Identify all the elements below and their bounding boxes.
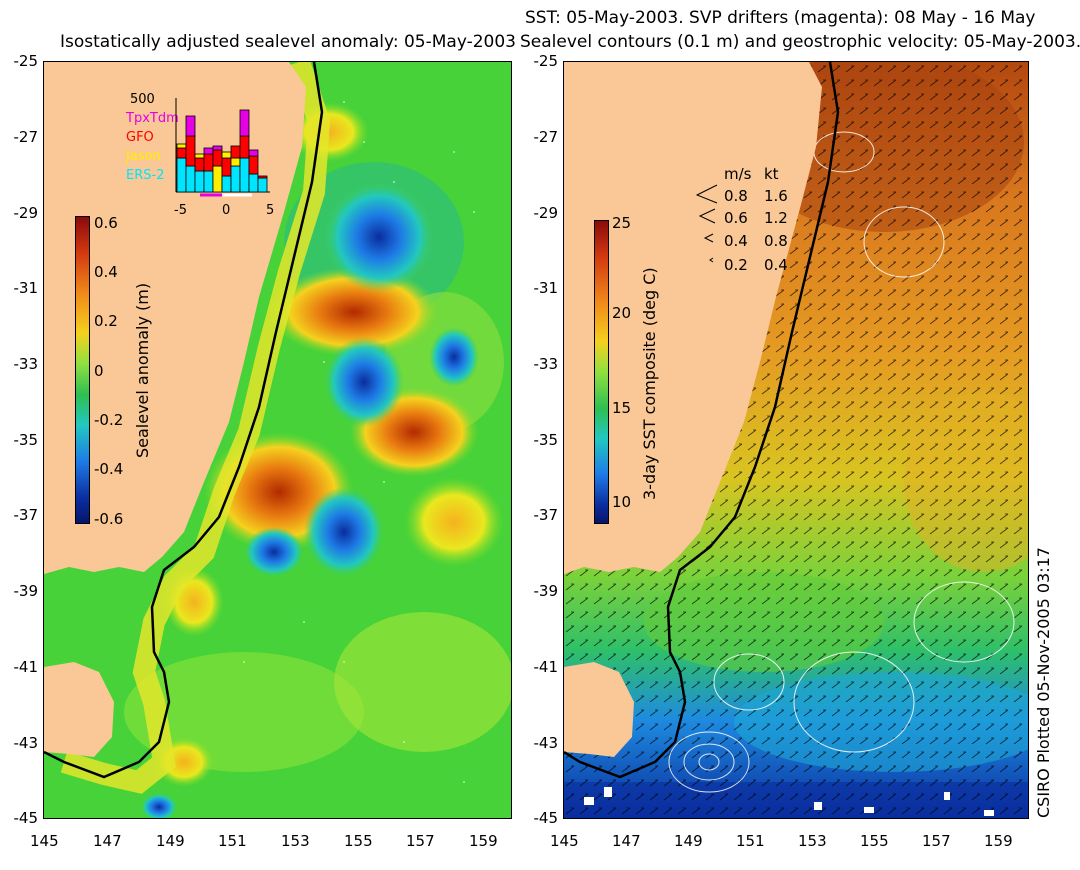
lon-tick: 149 (156, 832, 185, 850)
sealevel-colorbar-tick: 0.4 (94, 263, 118, 281)
right-panel-title-line2: Sealevel contours (0.1 m) and geostrophi… (520, 32, 1080, 52)
lon-tick: 157 (406, 832, 435, 850)
sealevel-colorbar-label: Sealevel anomaly (m) (133, 282, 152, 458)
sst-colorbar (594, 220, 609, 524)
lon-tick: 153 (281, 832, 310, 850)
histogram-legend-ers2: ERS-2 (126, 168, 165, 183)
lat-tick: -31 (533, 279, 559, 297)
sealevel-anomaly-map (43, 61, 512, 819)
histogram-xtick: 5 (266, 203, 275, 218)
sst-colorbar-tick: 20 (612, 304, 632, 322)
lon-tick: 159 (469, 832, 498, 850)
lon-tick: 153 (798, 832, 827, 850)
sst-colorbar-tick: 25 (612, 214, 632, 232)
lat-tick: -25 (533, 52, 559, 70)
lon-tick: 151 (736, 832, 765, 850)
lat-tick: -29 (533, 204, 559, 222)
lat-tick: -45 (13, 809, 39, 827)
speed-legend-ms: 0.8 (724, 187, 748, 205)
speed-legend-header-ms: m/s (724, 165, 752, 183)
speed-legend-kt: 0.4 (764, 256, 788, 274)
lon-tick: 151 (218, 832, 247, 850)
lat-tick: -41 (533, 658, 559, 676)
lat-tick: -27 (13, 128, 39, 146)
lat-tick: -29 (13, 204, 39, 222)
sst-colorbar-tick: 15 (612, 399, 632, 417)
right-panel-title-line1: SST: 05-May-2003. SVP drifters (magenta)… (525, 8, 1036, 28)
sealevel-colorbar-tick: 0 (94, 362, 104, 380)
lat-tick: -39 (13, 582, 39, 600)
speed-legend-kt: 1.2 (764, 209, 788, 227)
speed-legend-kt: 0.8 (764, 232, 788, 250)
lat-tick: -31 (13, 279, 39, 297)
sealevel-colorbar-tick: -0.2 (94, 411, 124, 429)
histogram-legend-tpxtdm: TpxTdm (126, 111, 179, 126)
histogram-xtick: 0 (222, 203, 231, 218)
sealevel-colorbar-tick: 0.2 (94, 312, 118, 330)
lat-tick: -27 (533, 128, 559, 146)
lon-tick: 155 (860, 832, 889, 850)
histogram-xtick: -5 (174, 203, 187, 218)
lat-tick: -33 (533, 355, 559, 373)
lon-tick: 145 (550, 832, 579, 850)
speed-legend-ms: 0.4 (724, 232, 748, 250)
lon-tick: 149 (674, 832, 703, 850)
lon-tick: 155 (344, 832, 373, 850)
lat-tick: -37 (13, 506, 39, 524)
lat-tick: -25 (13, 52, 39, 70)
lat-tick: -43 (13, 734, 39, 752)
speed-legend-header-kt: kt (764, 165, 779, 183)
histogram-ymax: 500 (130, 92, 155, 107)
sealevel-colorbar (75, 216, 90, 524)
sealevel-colorbar-tick: -0.4 (94, 460, 124, 478)
speed-legend-ms: 0.2 (724, 256, 748, 274)
sst-colorbar-label: 3-day SST composite (deg C) (640, 267, 659, 500)
histogram-legend-gfo: GFO (126, 130, 154, 145)
sealevel-colorbar-tick: -0.6 (94, 510, 124, 528)
lon-tick: 147 (612, 832, 641, 850)
speed-legend-arrows (693, 183, 723, 268)
left-panel-title: Isostatically adjusted sealevel anomaly:… (60, 32, 516, 52)
sst-map (563, 61, 1029, 819)
lat-tick: -43 (533, 734, 559, 752)
lat-tick: -33 (13, 355, 39, 373)
histogram-legend-jason: Jason (126, 149, 161, 164)
lat-tick: -39 (533, 582, 559, 600)
lat-tick: -35 (13, 431, 39, 449)
lat-tick: -35 (533, 431, 559, 449)
lat-tick: -45 (533, 809, 559, 827)
lon-tick: 157 (922, 832, 951, 850)
lon-tick: 145 (30, 832, 59, 850)
satellite-histogram (172, 96, 272, 198)
sealevel-colorbar-tick: 0.6 (94, 214, 118, 232)
lon-tick: 159 (984, 832, 1013, 850)
sst-colorbar-tick: 10 (612, 493, 632, 511)
lat-tick: -37 (533, 506, 559, 524)
speed-legend-ms: 0.6 (724, 209, 748, 227)
lon-tick: 147 (93, 832, 122, 850)
speed-legend-kt: 1.6 (764, 187, 788, 205)
lat-tick: -41 (13, 658, 39, 676)
plot-credit: CSIRO Plotted 05-Nov-2005 03:17 (1034, 547, 1053, 818)
